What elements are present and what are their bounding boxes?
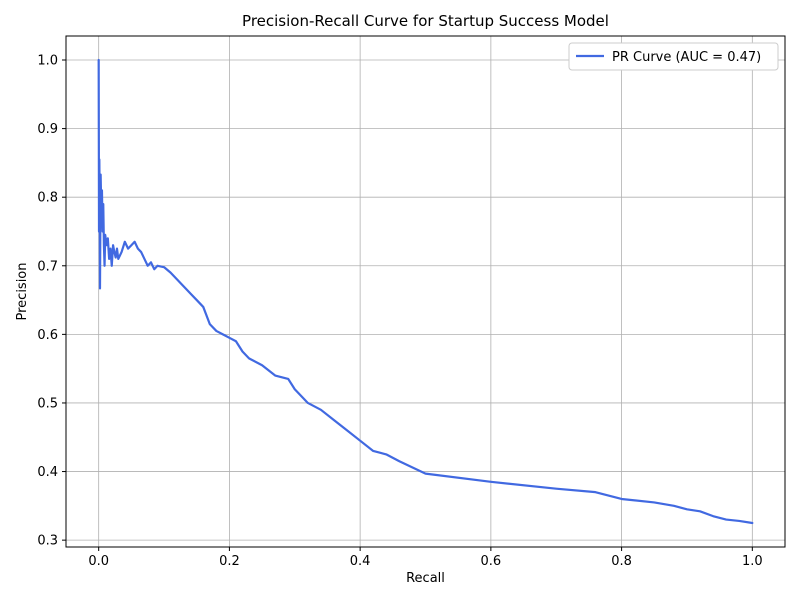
axis-ticks: 0.0 0.2 0.4 0.6 0.8 1.0 0.3 0.4 0.5 0.6 0.7 0.8 0.9 1… [37,54,762,569]
chart-title: Precision-Recall Curve for Startup Succe… [242,12,609,30]
y-tick-label: 0.3 [37,534,58,549]
y-tick-label: 0.8 [37,191,58,206]
pr-curve-line [97,58,754,525]
y-axis-label: Precision [15,262,30,320]
x-tick-label: 0.6 [481,554,502,569]
y-tick-label: 0.6 [37,328,58,343]
x-tick-label: 0.0 [88,554,109,569]
x-tick-label: 0.2 [219,554,240,569]
y-tick-label: 0.9 [37,122,58,137]
plot-frame [65,35,786,548]
x-tick-label: 0.8 [611,554,632,569]
series-layer [97,58,754,525]
y-tick-label: 0.5 [37,396,58,411]
legend-box [568,42,779,71]
x-tick-label: 0.4 [350,554,371,569]
y-tick-label: 0.7 [37,259,58,274]
plot-background [66,36,785,547]
x-tick-label: 1.0 [742,554,763,569]
legend: PR Curve (AUC = 0.47) [568,42,779,71]
x-axis-label: Recall [406,571,445,586]
y-tick-label: 0.4 [37,465,58,480]
y-tick-label: 1.0 [37,54,58,69]
legend-label: PR Curve (AUC = 0.47) [612,50,761,65]
